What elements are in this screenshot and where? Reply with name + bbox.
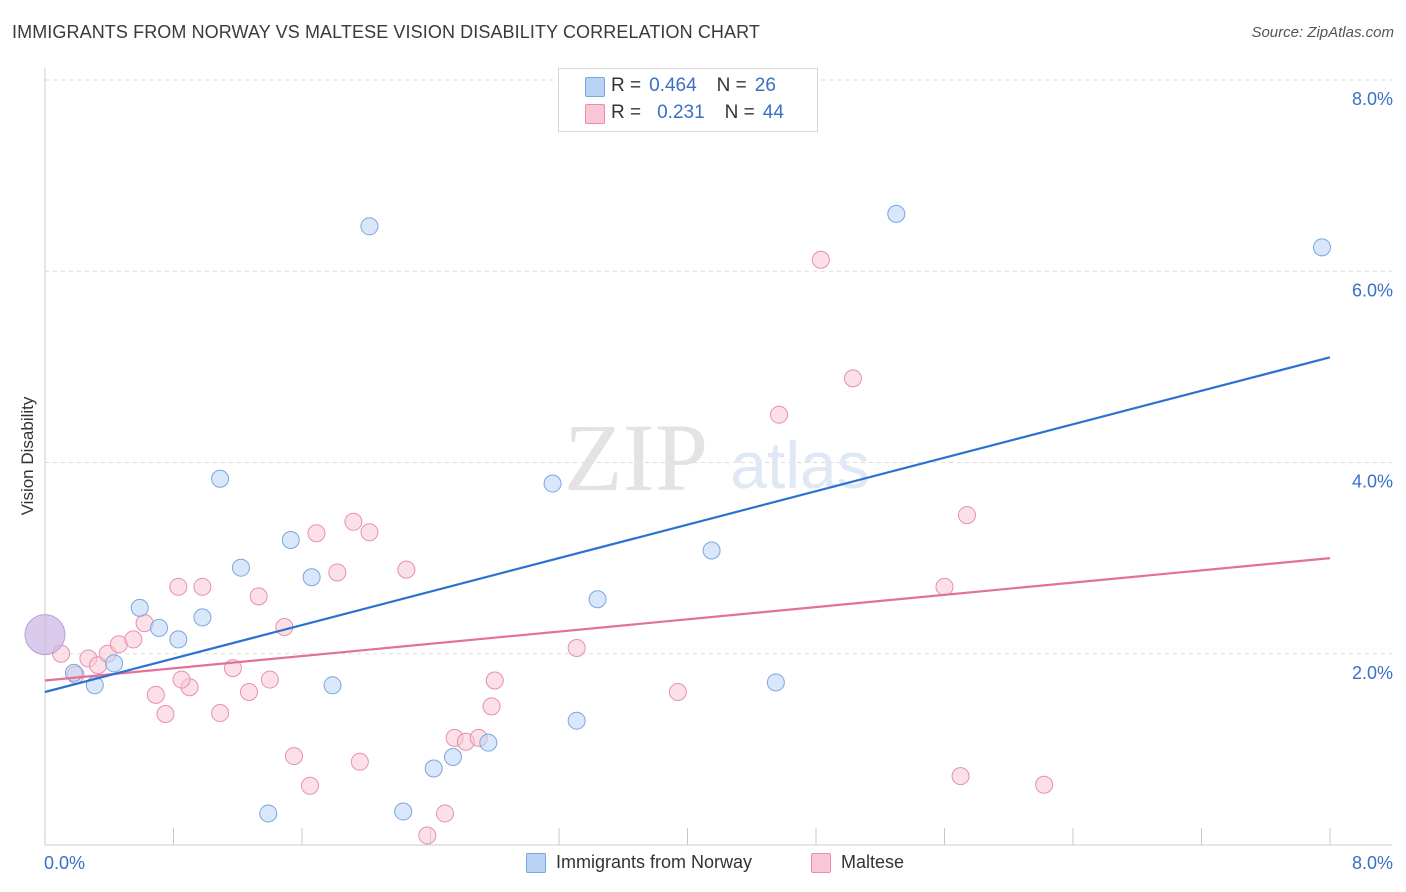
maltese-point [485, 671, 504, 690]
maltese-point [193, 577, 212, 596]
norway-point [105, 654, 124, 673]
maltese-point [951, 767, 970, 786]
maltese-point [567, 639, 586, 658]
norway-point [887, 204, 906, 223]
norway-point [1312, 238, 1331, 257]
maltese-point [249, 587, 268, 606]
norway-point [588, 590, 607, 609]
norway-point [211, 469, 230, 488]
norway-point [479, 733, 498, 752]
y-tick-label: 8.0% [1352, 89, 1393, 109]
norway-swatch [585, 77, 605, 97]
maltese-point [260, 670, 279, 689]
maltese-legend-label: Maltese [841, 852, 905, 872]
maltese-point [146, 685, 165, 704]
norway-point [231, 558, 250, 577]
x-tick-label-max: 8.0% [1352, 853, 1393, 873]
norway-r-value: 0.464 [649, 75, 697, 96]
maltese-point [275, 617, 294, 636]
maltese-point [350, 752, 369, 771]
legend-row-maltese: R = 0.231 N = 44 [585, 100, 784, 126]
maltese-point [284, 747, 303, 766]
maltese-swatch [585, 104, 605, 124]
maltese-point [935, 577, 954, 596]
tick-labels: 2.0% 4.0% 6.0% 8.0% 0.0% 8.0% [44, 89, 1393, 873]
x-tick-label-min: 0.0% [44, 853, 85, 873]
maltese-point [172, 670, 191, 689]
y-tick-label: 2.0% [1352, 663, 1393, 683]
norway-point [259, 804, 278, 823]
norway-point [281, 530, 300, 549]
source-label: Source: ZipAtlas.com [1251, 24, 1394, 41]
watermark-zip: ZIP [564, 404, 708, 511]
maltese-r-label: R = [611, 102, 642, 123]
maltese-n-value: 44 [762, 102, 784, 123]
maltese-point [1035, 775, 1054, 794]
norway-point [702, 541, 721, 560]
maltese-point [239, 683, 258, 701]
norway-point [169, 630, 188, 649]
norway-trend-line [44, 356, 1331, 694]
norway-n-label: N = [716, 75, 747, 96]
norway-cluster-point [24, 614, 66, 656]
norway-point [360, 217, 379, 236]
norway-point [443, 748, 462, 767]
watermark: ZIP atlas [564, 404, 870, 511]
y-tick-label: 6.0% [1352, 280, 1393, 300]
maltese-n-label: N = [724, 102, 755, 123]
maltese-point [360, 523, 379, 542]
norway-point [567, 711, 586, 730]
maltese-point [435, 804, 454, 823]
correlation-legend: R = 0.464 N = 26 R = 0.231 N = 44 [558, 68, 818, 132]
watermark-atlas: atlas [730, 428, 869, 502]
norway-legend-label: Immigrants from Norway [556, 852, 753, 872]
norway-point [323, 676, 342, 695]
maltese-point [418, 826, 437, 845]
maltese-point [301, 776, 320, 795]
maltese-point [169, 577, 188, 596]
maltese-legend-swatch [811, 852, 831, 873]
norway-legend-swatch [526, 852, 546, 873]
y-tick-label: 4.0% [1352, 472, 1393, 492]
maltese-points [52, 250, 1054, 845]
maltese-point [156, 704, 175, 723]
norway-points [24, 204, 1331, 823]
norway-point [193, 608, 212, 627]
norway-n-value: 26 [754, 75, 776, 96]
maltese-trend-line [44, 557, 1331, 682]
axes [44, 68, 1392, 846]
maltese-point [770, 405, 789, 424]
legend-row-norway: R = 0.464 N = 26 [585, 73, 776, 99]
norway-point [424, 759, 443, 778]
maltese-point [811, 250, 830, 269]
maltese-point [124, 630, 143, 649]
gridlines [45, 79, 1392, 655]
maltese-point [668, 683, 687, 701]
maltese-point [307, 524, 326, 543]
norway-r-label: R = [611, 75, 642, 96]
maltese-point [397, 560, 416, 579]
legend-item-norway: Immigrants from Norway [526, 852, 752, 873]
norway-point [150, 618, 169, 637]
chart-title: IMMIGRANTS FROM NORWAY VS MALTESE VISION… [12, 22, 761, 42]
maltese-point [344, 512, 363, 531]
maltese-point [328, 563, 347, 582]
norway-point [130, 598, 149, 617]
norway-point [543, 474, 562, 493]
maltese-point [211, 704, 230, 723]
norway-point [302, 568, 321, 587]
maltese-r-value: 0.231 [657, 102, 705, 123]
maltese-point [482, 697, 501, 716]
maltese-point [843, 369, 862, 388]
norway-point [766, 673, 785, 692]
legend-item-maltese: Maltese [811, 852, 904, 873]
trend-lines [44, 356, 1331, 694]
norway-point [394, 802, 413, 821]
maltese-point [957, 506, 976, 525]
